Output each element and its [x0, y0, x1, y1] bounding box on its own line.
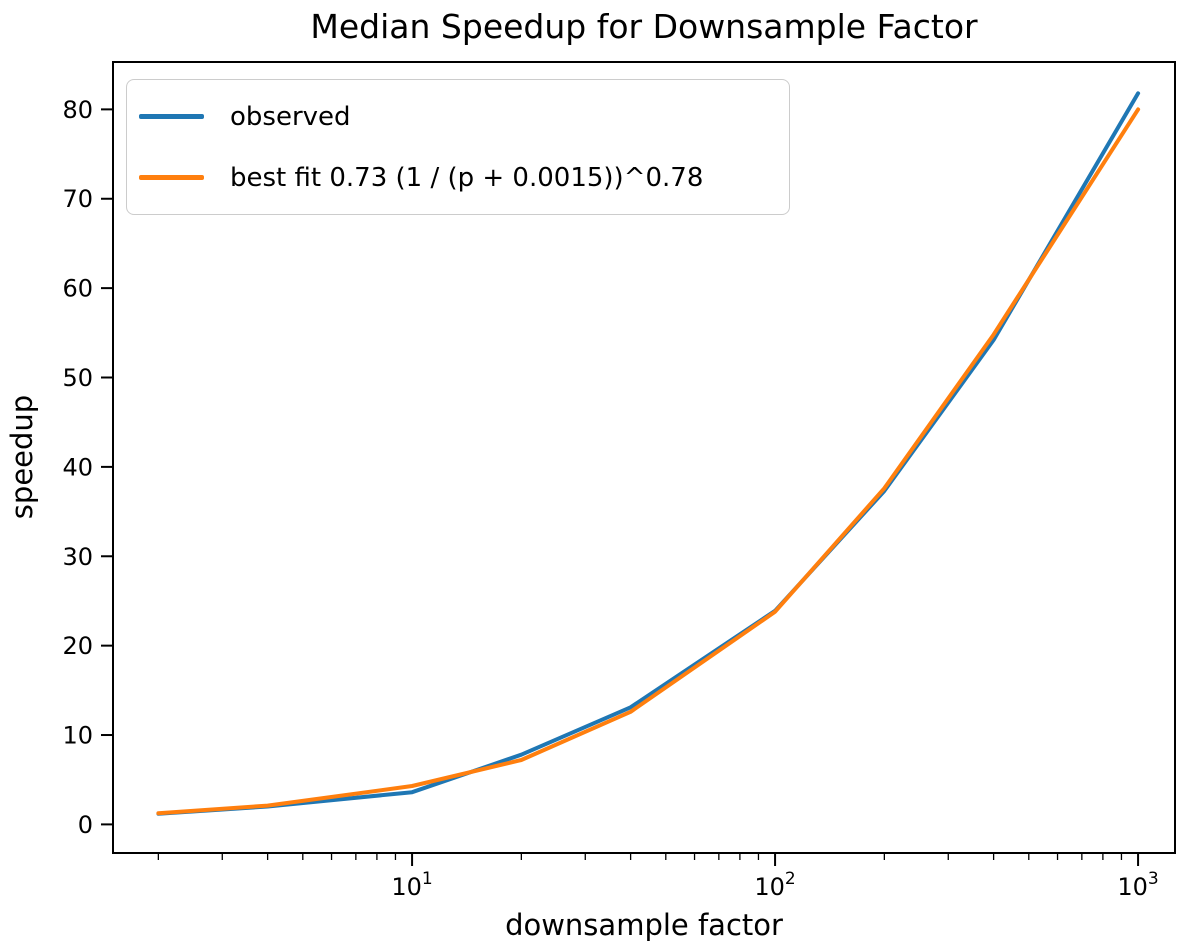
y-tick-label: 0: [78, 811, 93, 839]
y-tick-label: 20: [62, 632, 93, 660]
y-tick-label: 60: [62, 275, 93, 303]
legend-label-observed: observed: [230, 101, 351, 132]
y-tick-label: 30: [62, 543, 93, 571]
chart-title: Median Speedup for Downsample Factor: [310, 7, 978, 46]
x-tick-label: 102: [754, 869, 795, 901]
x-axis-label: downsample factor: [505, 908, 783, 942]
legend-item-observed: observed: [139, 88, 777, 146]
legend-item-best-fit: best fit 0.73 (1 / (p + 0.0015))^0.78: [139, 149, 777, 207]
legend-swatch-observed: [139, 114, 204, 119]
y-tick-label: 40: [62, 453, 93, 481]
y-tick-label: 80: [62, 96, 93, 124]
y-tick-label: 70: [62, 185, 93, 213]
legend-swatch-best-fit: [139, 175, 204, 180]
y-tick-label: 50: [62, 364, 93, 392]
series-line-observed: [156, 91, 1141, 816]
legend-label-best-fit: best fit 0.73 (1 / (p + 0.0015))^0.78: [230, 162, 704, 193]
x-tick-label: 101: [391, 869, 432, 901]
y-axis-label: speedup: [5, 394, 39, 520]
series-line-best-fit: [156, 107, 1141, 816]
x-tick-label: 103: [1117, 869, 1158, 901]
legend: observed best fit 0.73 (1 / (p + 0.0015)…: [126, 79, 790, 215]
plot-spines: [112, 61, 1176, 854]
y-tick-label: 10: [62, 722, 93, 750]
